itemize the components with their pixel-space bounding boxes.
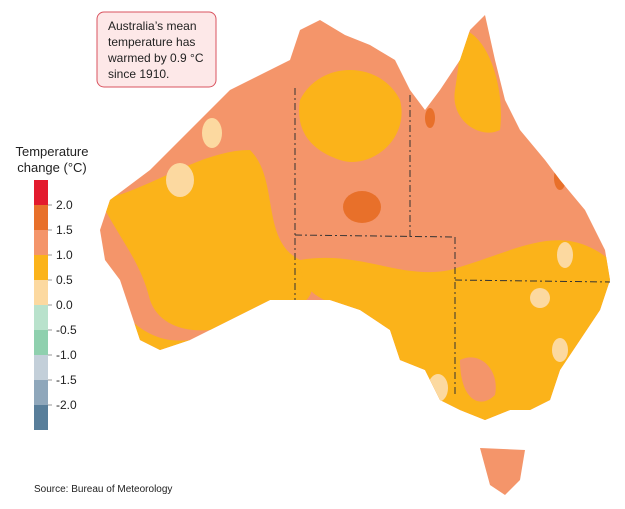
annotation-text: temperature has [108,35,195,49]
legend-swatch [34,205,48,230]
legend-tick-label: -1.0 [56,348,77,362]
legend-title: Temperature [16,144,89,159]
legend-swatch [34,380,48,405]
legend-swatch [34,355,48,380]
annotation-text: Australia’s mean [108,19,197,33]
legend-tick-label: -1.5 [56,373,77,387]
legend-title: change (°C) [17,160,87,175]
legend-swatch [34,305,48,330]
legend-tick-label: 0.5 [56,273,73,287]
legend-swatch [34,230,48,255]
legend-swatch [34,405,48,430]
legend-tick-label: 2.0 [56,198,73,212]
legend-tick-label: -0.5 [56,323,77,337]
legend-tick-label: 1.0 [56,248,73,262]
legend-tick-label: 1.5 [56,223,73,237]
annotation-box [96,11,217,88]
annotation-text: warmed by 0.9 °C [107,51,204,65]
legend-swatch [34,180,48,205]
source-note: Source: Bureau of Meteorology [34,484,172,495]
legend-swatch [34,330,48,355]
legend-swatch [34,255,48,280]
annotation-text: since 1910. [108,67,169,81]
state-borders [294,88,611,395]
legend-tick-label: -2.0 [56,398,77,412]
legend-swatch [34,280,48,305]
legend-tick-label: 0.0 [56,298,73,312]
